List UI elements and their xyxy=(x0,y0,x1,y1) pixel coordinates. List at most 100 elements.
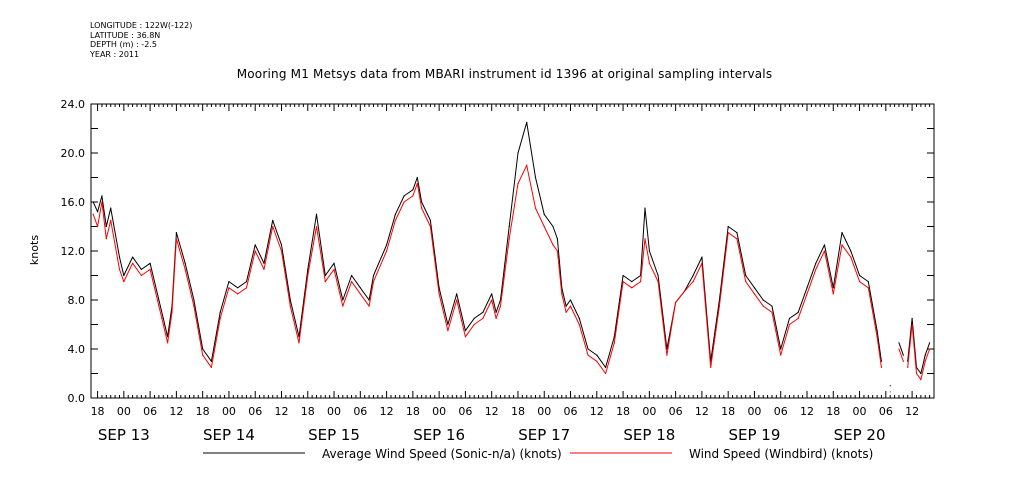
data-point-sonic xyxy=(644,207,646,209)
data-point-windbird xyxy=(456,299,458,301)
data-point-windbird xyxy=(499,305,502,307)
data-point-sonic xyxy=(429,219,431,221)
data-point-windbird xyxy=(368,305,370,307)
data-point-sonic xyxy=(315,213,318,215)
data-point-windbird xyxy=(473,323,475,326)
data-point-windbird xyxy=(561,293,563,295)
data-point-windbird xyxy=(692,281,694,283)
data-point-windbird xyxy=(622,281,624,283)
data-point-sonic xyxy=(92,201,94,203)
y-tick-label: 4.0 xyxy=(68,343,86,356)
x-hour-label: 12 xyxy=(274,405,288,418)
x-date-label: SEP 18 xyxy=(623,426,675,444)
data-point-sonic xyxy=(898,342,900,344)
data-point-sonic xyxy=(517,152,519,154)
data-point-sonic xyxy=(692,274,694,277)
data-point-sonic xyxy=(101,195,103,197)
data-point-windbird xyxy=(482,317,484,319)
plot-frame xyxy=(90,103,935,399)
data-point-windbird xyxy=(675,301,677,304)
data-point-windbird xyxy=(788,323,791,326)
data-point-sonic xyxy=(473,317,475,319)
x-hour-label: 00 xyxy=(327,405,341,418)
data-point-windbird xyxy=(556,250,558,252)
data-point-windbird xyxy=(902,360,904,362)
data-point-windbird xyxy=(867,287,869,289)
data-point-sonic xyxy=(289,299,291,301)
data-point-windbird xyxy=(333,268,335,270)
x-hour-label: 12 xyxy=(485,405,499,418)
x-hour-label: 00 xyxy=(853,405,867,418)
data-point-sonic xyxy=(780,348,782,350)
x-hour-label: 00 xyxy=(537,405,551,418)
data-point-windbird xyxy=(307,274,309,277)
data-point-windbird xyxy=(753,293,756,295)
data-point-sonic xyxy=(569,299,572,301)
data-point-windbird xyxy=(850,256,852,258)
x-hour-label: 00 xyxy=(747,405,761,418)
data-point-windbird xyxy=(876,336,878,338)
data-point-sonic xyxy=(333,262,335,264)
x-date-label: SEP 16 xyxy=(413,426,465,444)
data-point-windbird xyxy=(889,391,891,393)
longitude-text: LONGITUDE : 122W(-122) xyxy=(90,21,193,30)
y-tick-label: 16.0 xyxy=(61,196,86,209)
data-point-windbird xyxy=(657,281,659,283)
data-point-sonic xyxy=(832,287,834,289)
data-point-sonic xyxy=(762,299,764,301)
legend-label-windbird: Wind Speed (Windbird) (knots) xyxy=(689,447,873,461)
data-point-sonic xyxy=(578,317,580,319)
data-point-sonic xyxy=(858,274,861,277)
data-point-sonic xyxy=(202,348,204,350)
data-point-windbird xyxy=(237,293,239,295)
data-point-windbird xyxy=(495,317,497,319)
x-hour-label: 12 xyxy=(380,405,394,418)
data-point-windbird xyxy=(350,281,353,283)
data-point-sonic xyxy=(556,238,558,240)
data-point-windbird xyxy=(534,207,537,209)
data-point-sonic xyxy=(385,244,388,246)
data-point-sonic xyxy=(132,256,134,258)
data-point-windbird xyxy=(412,195,414,197)
data-point-sonic xyxy=(254,244,256,246)
data-point-sonic xyxy=(850,250,852,252)
year-text: YEAR : 2011 xyxy=(90,49,140,59)
data-point-sonic xyxy=(911,317,913,319)
data-point-windbird xyxy=(193,305,195,307)
x-date-label: SEP 17 xyxy=(518,426,570,444)
data-point-sonic xyxy=(788,317,791,319)
x-hour-label: 18 xyxy=(91,405,105,418)
data-point-sonic xyxy=(149,262,151,264)
x-hour-label: 06 xyxy=(248,405,262,418)
data-point-sonic xyxy=(920,372,922,375)
data-point-windbird xyxy=(140,274,142,277)
x-hour-label: 06 xyxy=(879,405,893,418)
data-point-windbird xyxy=(806,293,808,295)
data-point-sonic xyxy=(158,299,160,301)
data-point-windbird xyxy=(359,293,361,295)
data-point-sonic xyxy=(929,342,931,344)
data-point-windbird xyxy=(898,348,900,350)
data-point-windbird xyxy=(372,281,375,283)
data-point-windbird xyxy=(118,268,121,270)
data-point-windbird xyxy=(464,336,467,338)
series-line-sonic xyxy=(92,121,931,374)
depth-text: DEPTH (m) : -2.5 xyxy=(90,40,157,49)
data-point-windbird xyxy=(394,219,396,221)
data-point-windbird xyxy=(880,366,883,368)
data-point-sonic xyxy=(140,268,142,270)
data-point-sonic xyxy=(491,293,493,295)
data-point-sonic xyxy=(631,281,633,283)
data-point-windbird xyxy=(123,281,125,283)
data-point-sonic xyxy=(118,256,121,258)
data-point-windbird xyxy=(92,213,94,215)
data-point-sonic xyxy=(587,348,589,350)
data-point-sonic xyxy=(771,305,773,307)
data-point-windbird xyxy=(920,379,922,381)
data-point-sonic xyxy=(495,311,497,313)
data-point-sonic xyxy=(876,330,878,332)
data-point-windbird xyxy=(442,311,445,313)
data-point-sonic xyxy=(596,354,598,356)
data-point-sonic xyxy=(889,385,891,387)
